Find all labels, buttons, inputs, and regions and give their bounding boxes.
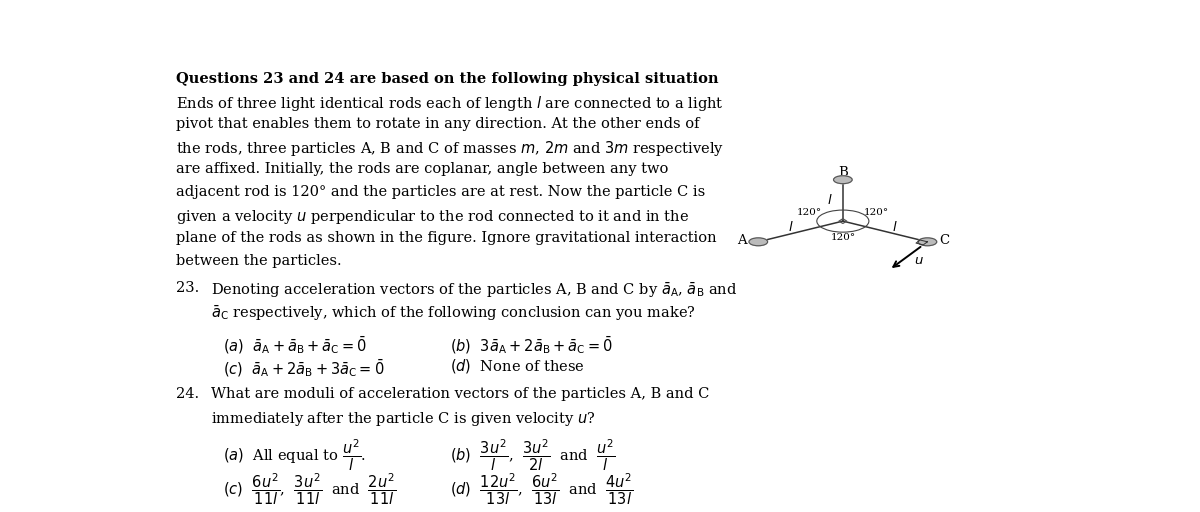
Circle shape [918, 238, 937, 246]
Text: $l$: $l$ [892, 220, 898, 233]
Text: $(c)$  $\dfrac{6u^2}{11l}$,  $\dfrac{3u^2}{11l}$  and  $\dfrac{2u^2}{11l}$: $(c)$ $\dfrac{6u^2}{11l}$, $\dfrac{3u^2}… [222, 472, 396, 507]
Text: What are moduli of acceleration vectors of the particles A, B and C: What are moduli of acceleration vectors … [211, 387, 709, 401]
Text: $(d)$  $\dfrac{12u^2}{13l}$,  $\dfrac{6u^2}{13l}$  and  $\dfrac{4u^2}{13l}$: $(d)$ $\dfrac{12u^2}{13l}$, $\dfrac{6u^2… [450, 472, 634, 507]
Text: C: C [940, 233, 949, 247]
Text: $(a)$  All equal to $\dfrac{u^2}{l}$.: $(a)$ All equal to $\dfrac{u^2}{l}$. [222, 438, 366, 473]
Text: 120°: 120° [864, 208, 889, 217]
Text: A: A [737, 233, 746, 247]
Text: given a velocity $u$ perpendicular to the rod connected to it and in the: given a velocity $u$ perpendicular to th… [176, 208, 689, 226]
Text: 23.: 23. [176, 282, 199, 295]
Text: plane of the rods as shown in the figure. Ignore gravitational interaction: plane of the rods as shown in the figure… [176, 231, 716, 245]
Text: are affixed. Initially, the rods are coplanar, angle between any two: are affixed. Initially, the rods are cop… [176, 162, 668, 176]
Text: Questions 23 and 24 are based on the following physical situation: Questions 23 and 24 are based on the fol… [176, 73, 719, 87]
Text: $l$: $l$ [788, 220, 794, 233]
Text: pivot that enables them to rotate in any direction. At the other ends of: pivot that enables them to rotate in any… [176, 117, 700, 131]
Text: between the particles.: between the particles. [176, 254, 342, 268]
Text: $l$: $l$ [827, 194, 833, 207]
Text: $u$: $u$ [914, 254, 924, 267]
Text: 120°: 120° [797, 208, 822, 217]
Text: $(b)$  $\dfrac{3u^2}{l}$,  $\dfrac{3u^2}{2l}$  and  $\dfrac{u^2}{l}$: $(b)$ $\dfrac{3u^2}{l}$, $\dfrac{3u^2}{2… [450, 438, 616, 473]
Text: Denoting acceleration vectors of the particles A, B and C by $\bar{a}_{\mathrm{A: Denoting acceleration vectors of the par… [211, 282, 738, 301]
Text: B: B [838, 166, 847, 179]
Text: Ends of three light identical rods each of length $l$ are connected to a light: Ends of three light identical rods each … [176, 94, 724, 113]
Text: $(d)$  None of these: $(d)$ None of these [450, 357, 584, 375]
Text: 24.: 24. [176, 387, 199, 401]
Text: $(c)$  $\bar{a}_{\mathrm{A}}+2\bar{a}_{\mathrm{B}}+3\bar{a}_{\mathrm{C}}=\bar{0}: $(c)$ $\bar{a}_{\mathrm{A}}+2\bar{a}_{\m… [222, 357, 384, 378]
Circle shape [749, 238, 768, 246]
Text: 120°: 120° [830, 233, 856, 242]
Text: $(a)$  $\bar{a}_{\mathrm{A}}+\bar{a}_{\mathrm{B}}+\bar{a}_{\mathrm{C}}=\bar{0}$: $(a)$ $\bar{a}_{\mathrm{A}}+\bar{a}_{\ma… [222, 334, 366, 356]
Text: $(b)$  $3\bar{a}_{\mathrm{A}}+2\bar{a}_{\mathrm{B}}+\bar{a}_{\mathrm{C}}=\bar{0}: $(b)$ $3\bar{a}_{\mathrm{A}}+2\bar{a}_{\… [450, 334, 613, 356]
Text: adjacent rod is 120° and the particles are at rest. Now the particle C is: adjacent rod is 120° and the particles a… [176, 185, 706, 199]
Text: immediately after the particle C is given velocity $u$?: immediately after the particle C is give… [211, 410, 596, 428]
Text: $\bar{a}_{\mathrm{C}}$ respectively, which of the following conclusion can you m: $\bar{a}_{\mathrm{C}}$ respectively, whi… [211, 304, 696, 324]
Circle shape [834, 176, 852, 184]
Text: the rods, three particles A, B and C of masses $m$, $2m$ and $3m$ respectively: the rods, three particles A, B and C of … [176, 139, 724, 159]
